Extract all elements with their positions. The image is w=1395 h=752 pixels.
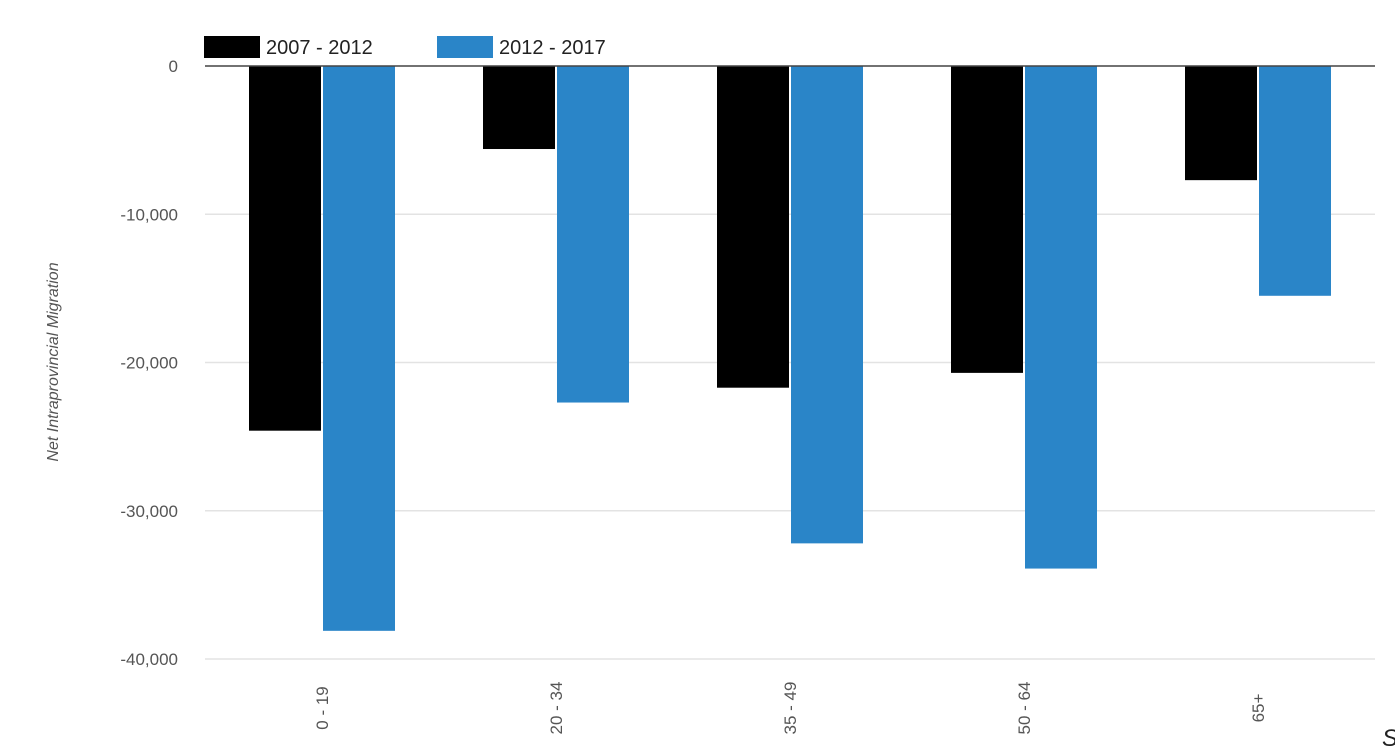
bar-1-4[interactable] bbox=[1259, 66, 1331, 296]
legend-item-1[interactable]: 2012 - 2017 bbox=[437, 36, 606, 59]
bar-0-3[interactable] bbox=[951, 66, 1023, 373]
bar-1-0[interactable] bbox=[323, 66, 395, 631]
legend-label-0: 2007 - 2012 bbox=[266, 37, 373, 59]
bars bbox=[249, 66, 1331, 631]
legend-item-0[interactable]: 2007 - 2012 bbox=[204, 36, 373, 59]
y-axis-ticks: 0 -10,000 -20,000 -30,000 -40,000 bbox=[120, 57, 178, 669]
source-label: S bbox=[1382, 725, 1395, 752]
bar-0-1[interactable] bbox=[483, 66, 555, 149]
x-axis-categories: 0 - 19 20 - 34 35 - 49 50 - 64 65+ bbox=[313, 682, 1268, 735]
y-tick-label-1: -10,000 bbox=[120, 205, 178, 224]
legend-swatch-1 bbox=[437, 36, 493, 58]
legend-label-1: 2012 - 2017 bbox=[499, 37, 606, 59]
legend-swatch-0 bbox=[204, 36, 260, 58]
bar-1-3[interactable] bbox=[1025, 66, 1097, 569]
y-tick-label-2: -20,000 bbox=[120, 354, 178, 373]
bar-1-2[interactable] bbox=[791, 66, 863, 543]
x-category-label-2: 35 - 49 bbox=[781, 682, 800, 735]
y-tick-label-4: -40,000 bbox=[120, 650, 178, 669]
x-category-label-4: 65+ bbox=[1249, 694, 1268, 723]
y-tick-label-3: -30,000 bbox=[120, 502, 178, 521]
y-axis-title: Net Intraprovincial Migration bbox=[45, 262, 62, 461]
bar-1-1[interactable] bbox=[557, 66, 629, 403]
x-category-label-3: 50 - 64 bbox=[1015, 682, 1034, 735]
x-category-label-1: 20 - 34 bbox=[547, 682, 566, 735]
legend: 2007 - 2012 2012 - 2017 bbox=[204, 36, 606, 59]
x-category-label-0: 0 - 19 bbox=[313, 686, 332, 729]
y-tick-label-0: 0 bbox=[169, 57, 178, 76]
bar-0-2[interactable] bbox=[717, 66, 789, 388]
bar-0-4[interactable] bbox=[1185, 66, 1257, 180]
bar-0-0[interactable] bbox=[249, 66, 321, 431]
